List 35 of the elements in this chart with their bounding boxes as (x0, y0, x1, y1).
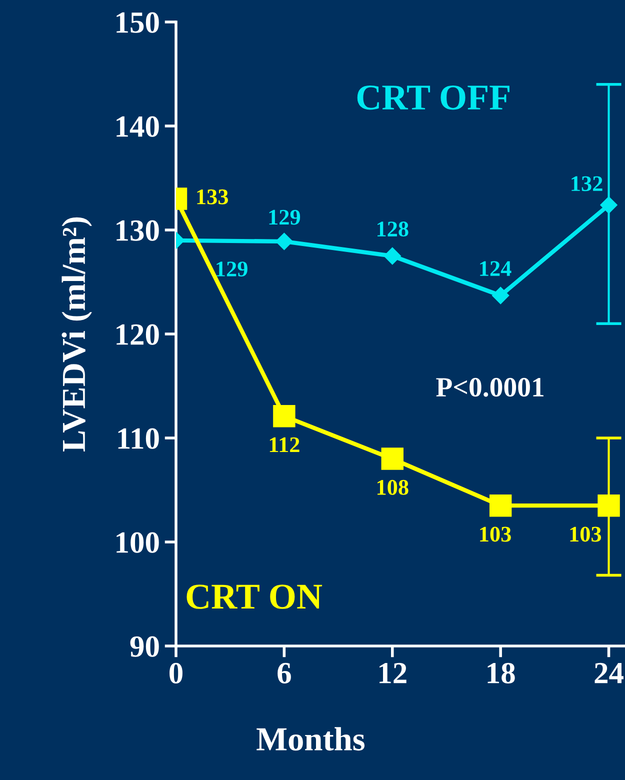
data-label: 129 (216, 262, 248, 277)
text: CRT OFF (357, 85, 510, 110)
point (489, 494, 512, 517)
point (384, 247, 401, 265)
point (598, 494, 620, 517)
data-label: 133 (197, 189, 228, 204)
x-tick-label: 24 (594, 662, 624, 684)
data-label: 132 (572, 176, 602, 192)
y-tick-label: 110 (118, 428, 159, 449)
point (273, 405, 296, 428)
y-axis-title: LVEDVi (ml/m²) (62, 217, 92, 452)
y-tick-label: 120 (116, 324, 159, 345)
y-tick-label: 90 (130, 636, 159, 657)
point (600, 196, 618, 214)
x-axis-title: Months (256, 727, 365, 751)
data-label: 128 (378, 222, 408, 237)
x-tick-label: 12 (380, 662, 406, 684)
y-tick-label: 100 (116, 532, 159, 553)
y-tick-label: 140 (116, 116, 159, 137)
annotation: P<0.0001 (436, 378, 544, 397)
y-tick-label: 130 (116, 220, 159, 241)
data-label: 112 (270, 437, 300, 452)
data-label: 103 (570, 526, 602, 542)
data-label: 129 (269, 210, 300, 225)
x-tick-label: 0 (170, 662, 182, 684)
point (276, 232, 293, 250)
x-tick-label: 6 (278, 662, 291, 684)
point (492, 286, 510, 304)
x-tick-label: 18 (488, 662, 515, 684)
data-label: 124 (480, 261, 512, 276)
y-tick-label: 150 (116, 12, 159, 33)
point (381, 448, 404, 470)
text: CRT ON (186, 584, 322, 609)
data-label: 103 (480, 526, 511, 542)
data-label: 108 (378, 480, 408, 495)
